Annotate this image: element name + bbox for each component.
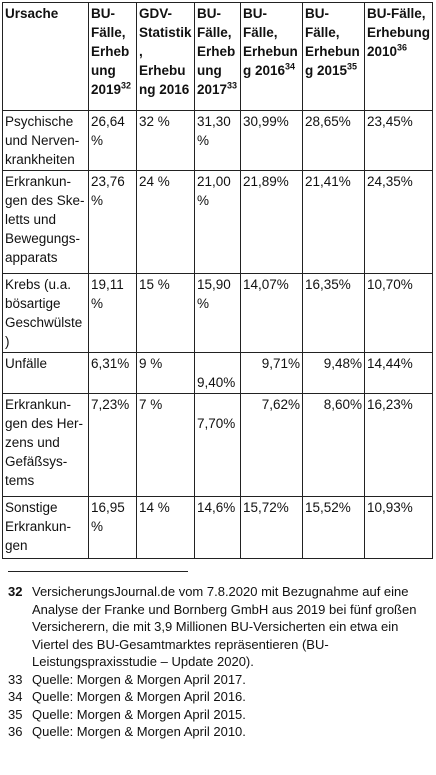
value-cell: 14,6% <box>194 496 241 559</box>
table-row: Erkrankun-gen des Her-zens und Gefäßsys-… <box>2 393 433 497</box>
footnote-number: 36 <box>8 724 23 739</box>
value-cell: 15,90 % <box>194 273 241 353</box>
value-cell: 7,23% <box>88 393 137 497</box>
header-bu-2017: BU-Fälle, Erhebung 201733 <box>194 2 241 111</box>
header-label: BU-Fälle, Erhebung 2015 <box>305 6 360 78</box>
header-bu-2019: BU-Fälle, Erhebung 201932 <box>88 2 137 111</box>
footnote-text: Quelle: Morgen & Morgen April 2015. <box>32 706 246 722</box>
table-row: Krebs (u.a. bösartige Geschwülste) 19,11… <box>2 273 433 353</box>
value-cell: 7,70% <box>194 393 241 497</box>
value-cell: 16,95% <box>88 496 137 559</box>
header-label: BU-Fälle, Erhebung 2017 <box>197 6 236 97</box>
table-row: Erkrankun-gen des Ske-letts und Bewegung… <box>2 170 433 274</box>
table-row: Sonstige Erkrankun-gen 16,95% 14 % 14,6%… <box>2 496 433 559</box>
header-label: BU-Fälle, Erhebung 2019 <box>91 6 130 97</box>
header-cause: Ursache <box>2 2 89 111</box>
footnote-number: 32 <box>8 584 23 599</box>
value-cell: 24 % <box>136 170 195 274</box>
footnote-text: Quelle: Morgen & Morgen April 2016. <box>32 689 246 704</box>
cause-cell: Sonstige Erkrankun-gen <box>2 496 89 559</box>
value-cell: 26,64% <box>88 110 137 171</box>
footnote-text: Quelle: Morgen & Morgen April 2017. <box>32 671 246 687</box>
footnote-ref: 34 <box>285 61 296 72</box>
table-row: Psychische und Nerven-krankheiten 26,64%… <box>2 110 433 171</box>
value-cell: 15,52% <box>302 496 365 559</box>
value-cell: 14,07% <box>240 273 303 353</box>
value-cell: 10,70% <box>364 273 433 353</box>
footnote-ref: 35 <box>347 61 358 72</box>
cause-cell: Krebs (u.a. bösartige Geschwülste) <box>2 273 89 353</box>
value-cell: 10,93% <box>364 496 433 559</box>
value-cell: 9,40% <box>194 352 241 394</box>
value-cell: 19,11% <box>88 273 137 353</box>
cause-cell: Unfälle <box>2 352 89 394</box>
value-cell: 14,44% <box>364 352 433 394</box>
value-cell: 30,99% <box>240 110 303 171</box>
cause-cell: Erkrankun-gen des Her-zens und Gefäßsys-… <box>2 393 89 497</box>
value-cell: 9,48% <box>302 352 365 394</box>
footnote: 33 Quelle: Morgen & Morgen April 2017. <box>8 671 432 689</box>
value-cell: 21,00 % <box>194 170 241 274</box>
header-bu-2016: BU-Fälle, Erhebung 201634 <box>240 2 303 111</box>
value-cell: 7 % <box>136 393 195 497</box>
causes-table: Ursache BU-Fälle, Erhebung 201932 GDV-St… <box>2 2 433 559</box>
header-gdv-2016: GDV-Statistik, Erhebung 2016 <box>136 2 195 111</box>
value-cell: 15 % <box>136 273 195 353</box>
footnote-number: 34 <box>8 689 23 704</box>
value-cell: 16,35% <box>302 273 365 353</box>
value-cell: 8,60% <box>302 393 365 497</box>
footnote: 35 Quelle: Morgen & Morgen April 2015. <box>8 706 432 724</box>
footnote: 36 Quelle: Morgen & Morgen April 2010. <box>8 723 432 741</box>
value-cell: 28,65% <box>302 110 365 171</box>
table-row: Unfälle 6,31% 9 % 9,40% 9,71% 9,48% 14,4… <box>2 352 433 394</box>
value-cell: 9,71% <box>240 352 303 394</box>
footnote: 32 VersicherungsJournal.de vom 7.8.2020 … <box>8 583 432 671</box>
footnote: 34 Quelle: Morgen & Morgen April 2016. <box>8 688 432 706</box>
header-bu-2010: BU-Fälle, Erhebung 201036 <box>364 2 433 111</box>
value-cell: 6,31% <box>88 352 137 394</box>
value-text: 7,70% <box>197 416 236 431</box>
footnote-divider <box>8 571 188 572</box>
footnote-ref: 33 <box>227 80 238 91</box>
value-cell: 23,45% <box>364 110 433 171</box>
cause-cell: Psychische und Nerven-krankheiten <box>2 110 89 171</box>
value-cell: 9 % <box>136 352 195 394</box>
value-cell: 15,72% <box>240 496 303 559</box>
header-label: Ursache <box>5 6 59 21</box>
header-bu-2015: BU-Fälle, Erhebung 201535 <box>302 2 365 111</box>
value-cell: 32 % <box>136 110 195 171</box>
footnote-ref: 32 <box>121 80 132 91</box>
footnote-text: VersicherungsJournal.de vom 7.8.2020 mit… <box>32 584 417 669</box>
value-cell: 21,41% <box>302 170 365 274</box>
header-label: GDV-Statistik, Erhebung 2016 <box>139 6 192 97</box>
footnote-text: Quelle: Morgen & Morgen April 2010. <box>32 724 246 739</box>
value-cell: 7,62% <box>240 393 303 497</box>
value-cell: 16,23% <box>364 393 433 497</box>
cause-cell: Erkrankun-gen des Ske-letts und Bewegung… <box>2 170 89 274</box>
header-label: BU-Fälle, Erhebung 2016 <box>243 6 298 78</box>
header-row: Ursache BU-Fälle, Erhebung 201932 GDV-St… <box>2 2 433 111</box>
value-cell: 24,35% <box>364 170 433 274</box>
footnote-number: 33 <box>8 671 23 687</box>
value-cell: 31,30 % <box>194 110 241 171</box>
footnote-number: 35 <box>8 706 23 722</box>
footnotes: 32 VersicherungsJournal.de vom 7.8.2020 … <box>8 583 432 741</box>
header-label: BU-Fälle, Erhebung 2010 <box>367 6 430 59</box>
value-cell: 23,76% <box>88 170 137 274</box>
value-cell: 21,89% <box>240 170 303 274</box>
value-cell: 14 % <box>136 496 195 559</box>
footnote-ref: 36 <box>397 42 408 53</box>
